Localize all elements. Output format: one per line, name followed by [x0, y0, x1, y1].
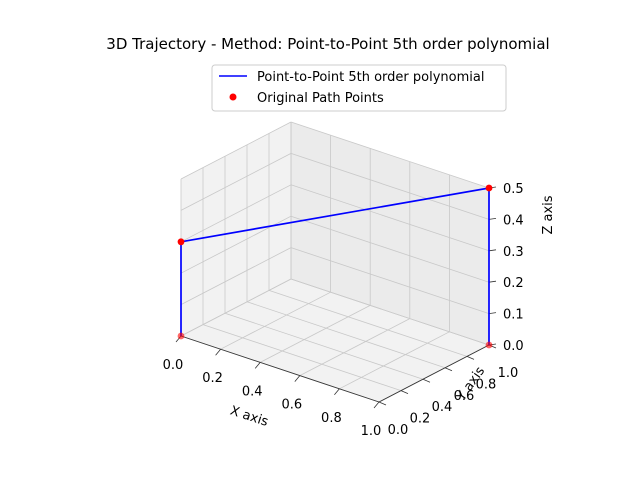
x-axis-label: X axis	[228, 403, 270, 429]
chart-title: 3D Trajectory - Method: Point-to-Point 5…	[106, 35, 549, 53]
trajectory-line	[180, 186, 490, 345]
grid-line-floor-x	[299, 318, 410, 376]
z-tick-mark	[488, 249, 497, 252]
y-tick-mark	[444, 367, 453, 372]
z-tick-mark	[488, 280, 497, 283]
y-tick-label: 0.0	[388, 423, 409, 438]
z-tick-label: 0.3	[503, 245, 524, 260]
grid-line-backwall-z	[290, 247, 490, 314]
grid-line-floor-x	[339, 331, 450, 390]
z-tick-label: 0.4	[503, 213, 524, 228]
y-tick-mark	[466, 356, 475, 360]
grid-line-backwall-z	[290, 215, 490, 283]
y-tick-mark	[400, 390, 409, 394]
left-wall-pane	[181, 122, 291, 336]
x-tick-label: 1.0	[361, 424, 382, 439]
tick-labels: 0.00.20.40.60.81.0 0.00.20.40.60.81.00.00…	[163, 182, 524, 439]
grid-line-leftwall-z	[180, 153, 292, 211]
grid-line-leftwall-z	[180, 121, 292, 180]
z-axis-label: Z axis	[541, 195, 556, 234]
grid-line-floor-y	[246, 301, 446, 369]
z-tick-mark	[488, 312, 497, 314]
grid-line-floor-y	[268, 290, 468, 357]
x-tick-label: 0.6	[281, 398, 302, 413]
z-tick-mark	[488, 218, 497, 220]
legend-entry-scatter: Original Path Points	[257, 91, 384, 106]
grid-line-floor-y	[224, 312, 424, 380]
legend-scatter-swatch	[229, 93, 237, 101]
x-tick-mark	[373, 401, 380, 409]
grid-line-floor-x	[260, 305, 371, 363]
grid-line-backwall-z	[290, 278, 490, 346]
grid-line-leftwall-z	[180, 184, 292, 243]
grid-line-floor-x	[220, 291, 331, 350]
grid-line-leftwall-z	[180, 247, 292, 305]
z-tick-label: 0.5	[503, 182, 524, 197]
floor-pane	[181, 279, 489, 402]
z-tick-label: 0.0	[503, 339, 524, 354]
grid-line-backwall-z	[290, 153, 490, 220]
x-tick-mark	[215, 348, 221, 356]
z-tick-label: 0.2	[503, 276, 524, 291]
y-tick-label: 0.2	[410, 412, 431, 427]
grid-line-backwall-z	[290, 184, 490, 252]
grid-line-leftwall-z	[180, 278, 292, 337]
x-tick-mark	[334, 388, 340, 396]
legend-entry-line: Point-to-Point 5th order polynomial	[257, 70, 484, 85]
x-axis-line	[180, 335, 380, 403]
x-tick-label: 0.8	[321, 411, 342, 426]
back-wall-pane	[291, 122, 489, 345]
path-point	[485, 341, 493, 349]
legend: Point-to-Point 5th order polynomial Orig…	[211, 64, 507, 112]
axes-panes	[181, 122, 489, 402]
y-tick-label: 0.8	[476, 377, 497, 392]
x-tick-label: 0.0	[163, 358, 184, 373]
legend-frame	[211, 64, 507, 112]
path-point	[485, 184, 493, 192]
y-tick-label: 0.6	[454, 389, 475, 404]
y-tick-label: 1.0	[498, 366, 519, 381]
x-tick-label: 0.2	[202, 371, 223, 386]
series-layer	[177, 184, 493, 349]
x-tick-label: 0.4	[242, 384, 263, 399]
x-tick-mark	[294, 375, 301, 382]
x-tick-mark	[254, 362, 261, 369]
path-point	[177, 238, 185, 246]
z-tick-label: 0.1	[503, 308, 524, 323]
grid-line-backwall-z	[290, 121, 490, 189]
y-tick-mark	[422, 378, 431, 383]
grid-line-floor-y	[202, 324, 402, 391]
path-point	[177, 332, 185, 340]
y-tick-label: 0.4	[432, 400, 453, 415]
y-tick-mark	[378, 401, 387, 406]
grid-lines	[180, 121, 490, 403]
y-axis-line	[378, 344, 490, 403]
